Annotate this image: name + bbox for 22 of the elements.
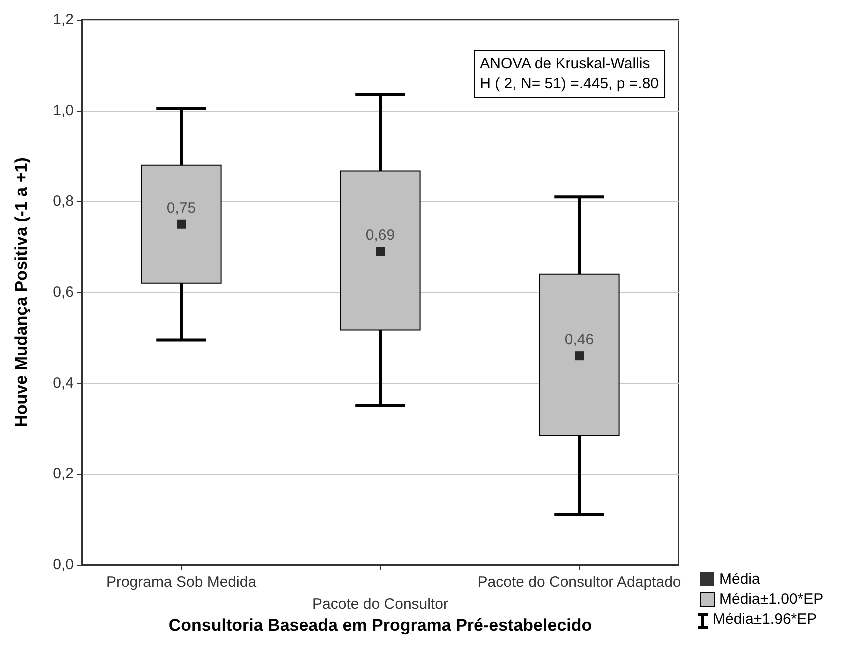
y-tick-label: 0,4	[53, 374, 74, 392]
y-tick-label: 1,2	[53, 12, 74, 28]
annotation: ANOVA de Kruskal-Wallis H ( 2, N= 51) =.445, p =.80	[480, 56, 659, 92]
y-tick-label: 1,0	[53, 102, 74, 120]
y-tick-label: 0,0	[53, 556, 74, 574]
legend-label: Média	[720, 571, 762, 588]
y-tick-label: 0,8	[53, 193, 74, 210]
x-tick-label: Programa Sob Medida	[106, 574, 258, 591]
text: Média±1.96*EP	[713, 611, 818, 628]
point	[376, 247, 385, 256]
data-label: 0,75	[166, 200, 196, 217]
data-label: 0,46	[564, 332, 594, 349]
legend-label: Média±1.00*EP	[720, 591, 824, 608]
point	[177, 220, 186, 229]
data-label: 0,69	[366, 227, 396, 244]
y-tick-label: 0,6	[53, 284, 74, 301]
x-tick-label: Pacote do Consultor Adaptado	[478, 574, 682, 591]
y-tick-label: 0,2	[53, 466, 74, 483]
y-axis-title: Houve Mudança Positiva (-1 a +1)	[12, 158, 31, 428]
x-tick-label: Pacote do Consultor	[312, 596, 448, 613]
point	[575, 352, 584, 361]
x-axis-title: Consultoria Baseada em Programa Pré-estabelecido	[168, 616, 592, 635]
